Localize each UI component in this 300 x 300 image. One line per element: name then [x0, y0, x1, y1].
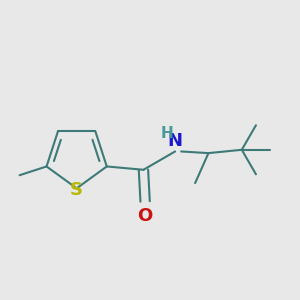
Text: H: H	[160, 127, 173, 142]
Text: O: O	[137, 208, 153, 226]
Text: N: N	[168, 132, 183, 150]
Text: S: S	[70, 181, 83, 199]
